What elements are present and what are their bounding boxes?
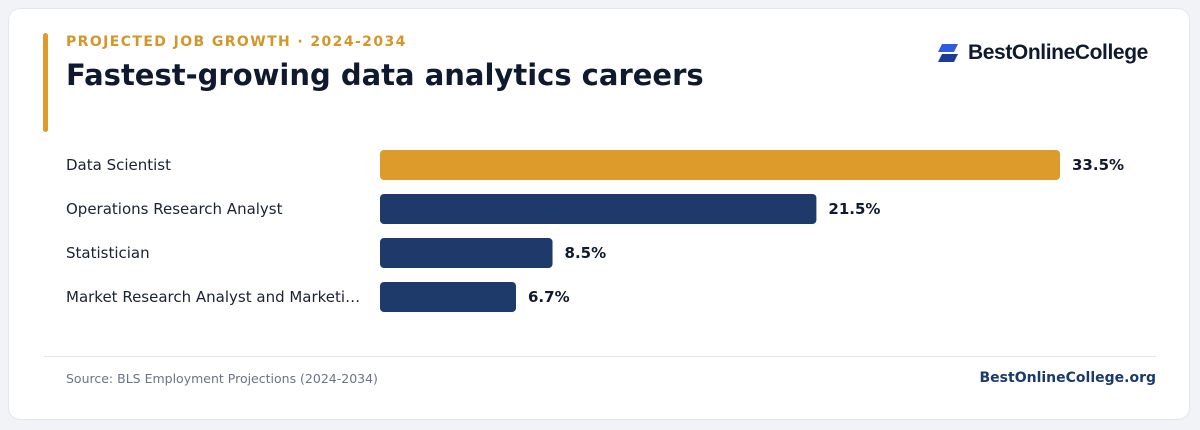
chart-title: Fastest-growing data analytics careers bbox=[66, 58, 704, 92]
category-label: Statistician bbox=[66, 244, 150, 262]
brand-logo-icon bbox=[938, 44, 958, 62]
bar-value-label: 21.5% bbox=[828, 200, 880, 218]
bar[interactable] bbox=[380, 282, 516, 312]
bar-value-label: 33.5% bbox=[1072, 156, 1124, 174]
bar-chart: Data Scientist 33.5% Operations Research A… bbox=[66, 150, 1124, 312]
accent-bar bbox=[43, 33, 48, 132]
bar-value-label: 6.7% bbox=[528, 288, 570, 306]
bar-value-label: 8.5% bbox=[565, 244, 607, 262]
category-label: Market Research Analyst and Marketi… bbox=[66, 288, 360, 306]
category-label: Data Scientist bbox=[66, 156, 171, 174]
category-label: Operations Research Analyst bbox=[66, 200, 283, 218]
bar[interactable] bbox=[380, 194, 817, 224]
source-note: Source: BLS Employment Projections (2024… bbox=[66, 371, 378, 386]
bar[interactable] bbox=[380, 238, 553, 268]
brand-logo[interactable]: BestOnlineCollege bbox=[936, 40, 1148, 66]
site-link[interactable]: BestOnlineCollege.org bbox=[979, 370, 1156, 386]
chart-eyebrow: PROJECTED JOB GROWTH · 2024-2034 bbox=[66, 34, 407, 50]
brand-name: BestOnlineCollege bbox=[968, 41, 1148, 64]
footer-divider bbox=[44, 356, 1156, 357]
bar[interactable] bbox=[380, 150, 1060, 180]
